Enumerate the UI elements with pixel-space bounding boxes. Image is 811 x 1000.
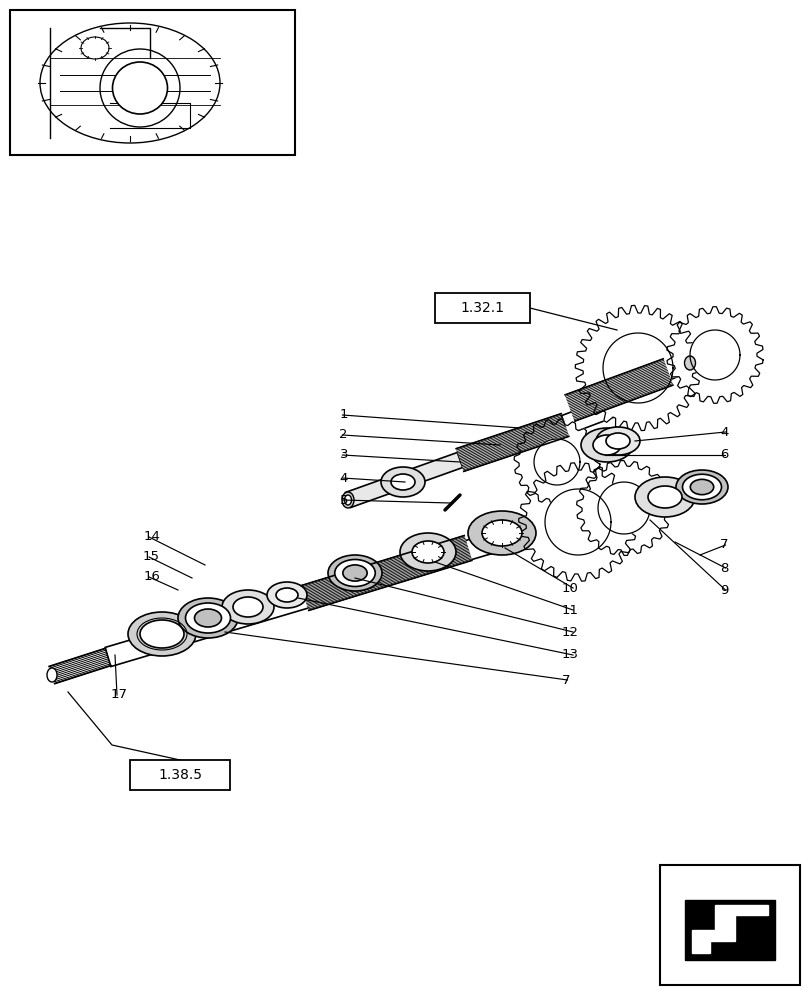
Ellipse shape [178,598,238,638]
Ellipse shape [647,486,681,508]
Ellipse shape [128,612,195,656]
Text: 10: 10 [561,582,578,594]
Ellipse shape [689,479,713,495]
Ellipse shape [40,23,220,143]
Polygon shape [544,489,610,555]
Ellipse shape [233,597,263,617]
Ellipse shape [185,603,230,633]
Ellipse shape [380,467,424,497]
Ellipse shape [47,668,57,682]
Ellipse shape [341,492,354,508]
Text: 2: 2 [339,428,348,442]
Text: 12: 12 [561,626,578,639]
Ellipse shape [411,541,444,563]
Text: 13: 13 [561,648,578,662]
Ellipse shape [592,435,620,455]
Polygon shape [301,536,471,610]
Text: 4: 4 [719,426,727,438]
Text: 16: 16 [143,570,160,584]
Polygon shape [689,330,739,380]
Ellipse shape [221,590,273,624]
Ellipse shape [113,62,167,114]
Ellipse shape [482,520,521,546]
Ellipse shape [391,474,414,490]
Text: 7: 7 [561,674,570,686]
Text: 5: 5 [339,493,348,506]
Text: 14: 14 [143,530,160,544]
Polygon shape [518,463,637,581]
Polygon shape [105,510,572,667]
Ellipse shape [276,588,298,602]
Ellipse shape [195,609,221,627]
Polygon shape [574,305,700,431]
Ellipse shape [81,37,109,59]
Ellipse shape [595,427,639,455]
Text: 1.38.5: 1.38.5 [158,768,202,782]
Bar [10,10,294,155]
Polygon shape [684,900,774,960]
Ellipse shape [344,495,351,505]
Polygon shape [456,414,568,471]
Polygon shape [691,905,767,953]
Bar [435,293,530,323]
Ellipse shape [605,433,629,449]
Ellipse shape [139,620,184,648]
Polygon shape [576,461,671,555]
Text: 15: 15 [143,550,160,564]
Ellipse shape [676,470,727,504]
Polygon shape [534,439,579,485]
Ellipse shape [342,565,367,581]
Ellipse shape [100,49,180,127]
Ellipse shape [581,428,633,462]
Text: 6: 6 [719,448,727,462]
Text: 7: 7 [719,538,727,552]
Polygon shape [564,359,672,421]
Polygon shape [666,307,762,403]
Bar [659,865,799,985]
Text: 3: 3 [339,448,348,462]
Ellipse shape [267,582,307,608]
Text: 1.32.1: 1.32.1 [460,301,504,315]
Polygon shape [560,399,613,434]
Polygon shape [664,356,692,379]
Polygon shape [597,482,649,534]
Text: 1: 1 [339,408,348,422]
Text: 9: 9 [719,584,727,596]
Text: 8: 8 [719,562,727,574]
Ellipse shape [467,511,535,555]
Text: 4: 4 [339,472,348,485]
Polygon shape [603,333,672,403]
Polygon shape [49,648,110,684]
Ellipse shape [334,560,375,586]
Ellipse shape [400,533,456,571]
Ellipse shape [684,356,695,370]
Text: 11: 11 [561,603,578,616]
Polygon shape [513,419,599,505]
Ellipse shape [682,474,721,500]
Ellipse shape [634,477,694,517]
Ellipse shape [328,555,381,591]
Text: 17: 17 [111,688,128,702]
Polygon shape [345,452,462,508]
Bar [130,760,230,790]
